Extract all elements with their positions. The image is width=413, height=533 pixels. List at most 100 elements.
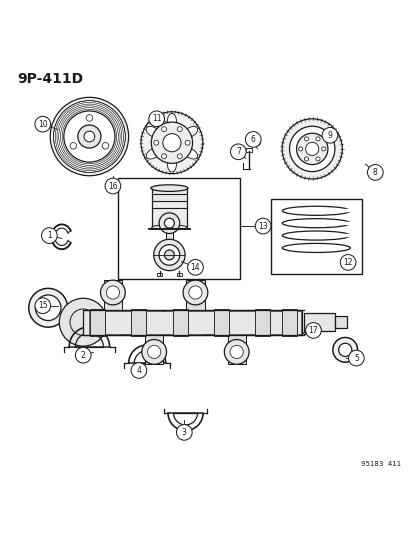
Text: 16: 16: [108, 182, 117, 190]
Circle shape: [245, 132, 261, 147]
Bar: [217, 310, 227, 332]
Circle shape: [142, 340, 166, 364]
Circle shape: [183, 280, 207, 305]
Circle shape: [105, 178, 121, 194]
Circle shape: [162, 134, 180, 152]
Ellipse shape: [167, 156, 176, 172]
Circle shape: [131, 362, 146, 378]
Circle shape: [230, 345, 243, 359]
Bar: [214, 309, 228, 336]
Circle shape: [78, 125, 101, 148]
Circle shape: [177, 127, 182, 132]
Bar: [135, 310, 145, 332]
Circle shape: [50, 98, 128, 176]
Ellipse shape: [150, 185, 188, 191]
Circle shape: [159, 213, 179, 233]
Text: 2: 2: [81, 351, 85, 360]
Circle shape: [106, 286, 119, 299]
Circle shape: [296, 133, 327, 165]
Circle shape: [224, 340, 249, 364]
Circle shape: [348, 350, 363, 366]
Circle shape: [338, 343, 351, 357]
Circle shape: [75, 348, 91, 363]
Bar: [281, 309, 296, 336]
Ellipse shape: [167, 114, 176, 129]
Circle shape: [177, 154, 182, 159]
Circle shape: [305, 142, 318, 156]
Circle shape: [159, 245, 179, 265]
Circle shape: [153, 239, 185, 271]
Bar: [157, 273, 161, 277]
Bar: [227, 310, 245, 364]
Bar: [176, 312, 185, 334]
Circle shape: [164, 250, 174, 260]
Text: 95183  411: 95183 411: [360, 461, 400, 466]
Text: 5: 5: [353, 353, 358, 362]
Circle shape: [151, 122, 192, 163]
Ellipse shape: [151, 225, 187, 230]
Bar: [176, 273, 181, 277]
Circle shape: [147, 345, 160, 359]
Circle shape: [367, 165, 382, 180]
Circle shape: [254, 140, 260, 146]
Bar: [89, 311, 300, 334]
Circle shape: [304, 157, 308, 161]
Circle shape: [230, 144, 246, 160]
Bar: [334, 316, 347, 328]
Bar: [246, 310, 256, 332]
Circle shape: [164, 218, 174, 228]
Circle shape: [289, 126, 334, 172]
Circle shape: [70, 142, 76, 149]
Circle shape: [305, 322, 320, 338]
Circle shape: [59, 298, 107, 346]
Circle shape: [53, 101, 125, 172]
Bar: [90, 309, 105, 336]
Text: 8: 8: [372, 168, 377, 177]
Text: 4: 4: [136, 366, 141, 375]
FancyBboxPatch shape: [270, 199, 361, 273]
Circle shape: [255, 218, 270, 234]
Bar: [151, 188, 187, 227]
Circle shape: [100, 280, 125, 305]
Bar: [145, 310, 163, 364]
Text: 10: 10: [38, 119, 47, 128]
Bar: [246, 148, 252, 152]
Circle shape: [298, 147, 302, 151]
Text: 3: 3: [181, 428, 186, 437]
Text: 11: 11: [152, 114, 161, 123]
Circle shape: [321, 147, 325, 151]
Circle shape: [41, 228, 57, 244]
Text: 7: 7: [235, 147, 240, 156]
Text: 13: 13: [258, 222, 267, 231]
Bar: [204, 312, 214, 334]
Bar: [186, 280, 204, 335]
Text: 17: 17: [308, 326, 318, 335]
Circle shape: [102, 142, 109, 149]
Circle shape: [161, 127, 166, 132]
Circle shape: [321, 127, 337, 143]
Bar: [166, 223, 172, 257]
Circle shape: [35, 295, 61, 320]
Circle shape: [315, 137, 319, 141]
Circle shape: [161, 154, 166, 159]
Text: 12: 12: [342, 258, 352, 267]
Ellipse shape: [146, 126, 160, 138]
Circle shape: [332, 337, 357, 362]
Circle shape: [281, 119, 342, 179]
Circle shape: [141, 112, 202, 174]
Text: 15: 15: [38, 301, 47, 310]
Bar: [131, 309, 146, 336]
Circle shape: [35, 298, 50, 313]
Ellipse shape: [183, 126, 197, 138]
Text: 14: 14: [190, 263, 200, 272]
Bar: [163, 310, 173, 332]
FancyBboxPatch shape: [118, 178, 240, 279]
Ellipse shape: [146, 148, 160, 159]
Circle shape: [86, 115, 93, 122]
Text: 1: 1: [47, 231, 52, 240]
Circle shape: [153, 140, 158, 145]
Circle shape: [148, 111, 164, 127]
Circle shape: [35, 116, 50, 132]
Bar: [122, 312, 132, 334]
Circle shape: [315, 157, 319, 161]
